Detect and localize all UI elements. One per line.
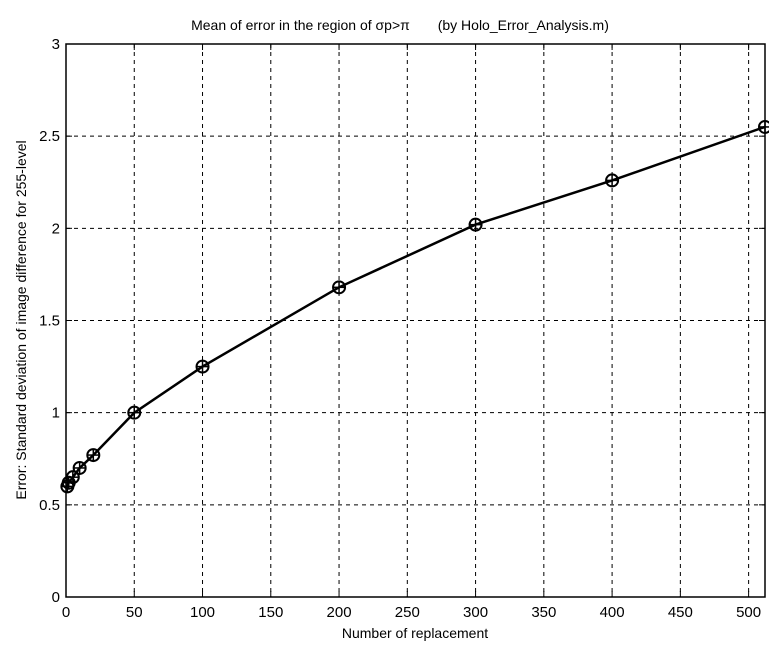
y-tick-label: 1.5 <box>39 313 60 330</box>
chart-title: Mean of error in the region of σp>π (by … <box>191 17 609 33</box>
x-tick-label: 450 <box>668 604 693 621</box>
y-tick-label: 0.5 <box>39 497 60 514</box>
data-point <box>332 280 347 295</box>
y-tick-label: 2 <box>52 220 60 237</box>
data-point <box>65 470 80 485</box>
x-tick-label: 100 <box>190 604 215 621</box>
x-tick-label: 0 <box>62 604 70 621</box>
series-markers <box>60 119 769 494</box>
x-axis-label: Number of replacement <box>342 625 488 641</box>
y-axis-label: Error: Standard deviation of image diffe… <box>13 140 29 499</box>
x-tick-label: 200 <box>327 604 352 621</box>
x-tick-label: 300 <box>463 604 488 621</box>
x-tick-label: 150 <box>258 604 283 621</box>
plot-area <box>66 44 765 597</box>
x-tick-label: 350 <box>531 604 556 621</box>
plot-frame <box>65 43 766 598</box>
x-tick-label: 400 <box>600 604 625 621</box>
y-tick-label: 0 <box>52 589 60 606</box>
data-point <box>468 217 483 232</box>
x-tick-label: 50 <box>126 604 143 621</box>
data-point <box>195 359 210 374</box>
data-point <box>72 460 87 475</box>
x-axis-ticks: 0 50 100 150 200 250 300 350 400 450 500 <box>62 44 761 621</box>
y-tick-label: 2.5 <box>39 128 60 145</box>
x-tick-label: 500 <box>736 604 761 621</box>
data-point <box>86 448 101 463</box>
data-point <box>605 173 620 188</box>
y-tick-label: 1 <box>52 405 60 422</box>
y-tick-label: 3 <box>52 36 60 53</box>
data-point <box>127 405 142 420</box>
x-tick-label: 250 <box>395 604 420 621</box>
